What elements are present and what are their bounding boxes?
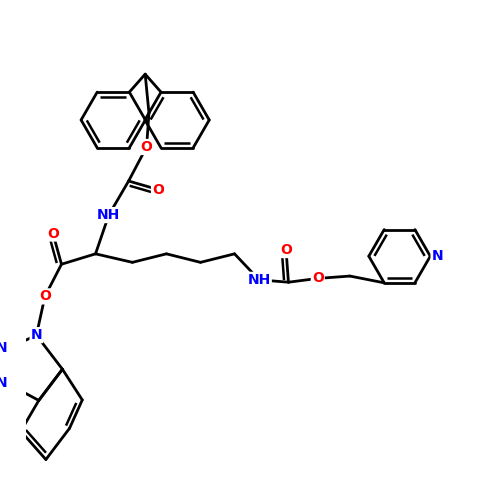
Text: O: O xyxy=(140,140,152,154)
Text: N: N xyxy=(0,341,8,355)
Text: N: N xyxy=(432,249,443,263)
Text: O: O xyxy=(152,182,164,196)
Text: NH: NH xyxy=(97,208,120,222)
Text: O: O xyxy=(312,272,324,285)
Text: O: O xyxy=(39,290,51,304)
Text: N: N xyxy=(30,328,42,342)
Text: N: N xyxy=(0,376,7,390)
Text: O: O xyxy=(280,243,292,257)
Text: O: O xyxy=(47,226,59,240)
Text: NH: NH xyxy=(248,273,270,287)
